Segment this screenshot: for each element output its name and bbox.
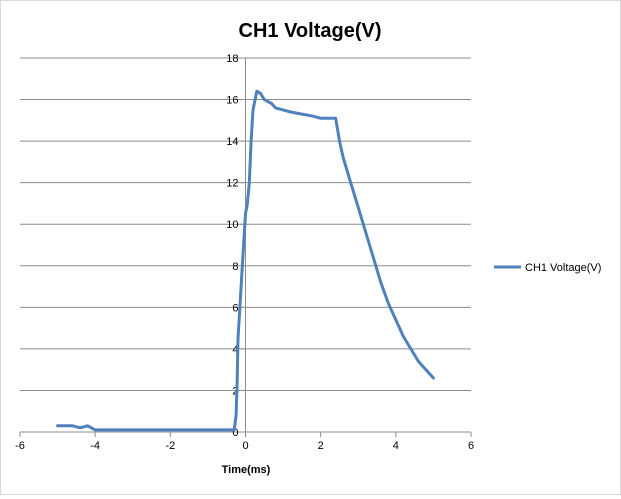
data-point	[234, 414, 238, 417]
data-point	[236, 378, 239, 382]
data-point	[364, 231, 367, 234]
legend-label: CH1 Voltage(V)	[525, 262, 601, 274]
data-point	[101, 428, 104, 432]
data-point	[236, 337, 240, 340]
x-tick-label: -2	[165, 440, 175, 452]
y-tick-label: 18	[226, 53, 238, 65]
data-point	[338, 139, 341, 143]
y-tick-label: 10	[226, 219, 238, 231]
chart-title: CH1 Voltage(V)	[239, 20, 382, 42]
data-point	[246, 202, 249, 205]
data-point	[93, 428, 97, 432]
x-tick-label: 4	[393, 440, 399, 452]
data-point	[334, 117, 337, 120]
y-tick-label: 12	[226, 178, 238, 190]
y-tick-label: 4	[232, 344, 238, 356]
data-point	[225, 428, 228, 432]
data-point	[432, 376, 435, 380]
data-point	[248, 181, 251, 184]
data-point	[281, 108, 285, 112]
data-point	[86, 424, 89, 427]
data-point	[116, 428, 119, 432]
y-tick-label: 6	[232, 302, 238, 314]
data-point	[150, 428, 153, 432]
data-point	[233, 428, 236, 432]
data-point	[240, 274, 243, 278]
x-tick-label: 0	[242, 440, 248, 452]
y-tick-label: 14	[226, 136, 238, 148]
data-point	[56, 424, 59, 427]
data-point	[379, 281, 382, 284]
data-point	[417, 360, 420, 363]
data-point	[311, 114, 315, 118]
data-point	[78, 426, 82, 430]
data-point	[270, 102, 274, 105]
y-tick-label: 0	[232, 427, 238, 439]
data-point	[244, 212, 247, 216]
data-point	[187, 428, 191, 432]
data-point	[394, 318, 398, 321]
data-point	[402, 335, 405, 338]
data-point	[131, 428, 134, 432]
data-point	[357, 206, 360, 209]
data-point	[300, 112, 304, 116]
x-tick-label: -4	[90, 440, 100, 452]
legend: CH1 Voltage(V)	[494, 262, 601, 274]
data-point	[289, 110, 292, 114]
data-point	[109, 428, 112, 432]
data-point	[387, 301, 390, 305]
x-tick-label: 6	[468, 440, 474, 452]
data-point	[263, 98, 266, 101]
data-point	[349, 181, 352, 184]
data-point	[319, 117, 322, 120]
series-layer	[56, 89, 435, 432]
data-point	[242, 243, 245, 247]
data-point	[409, 347, 413, 351]
y-tick-label: 8	[232, 261, 238, 273]
data-point	[63, 424, 67, 427]
axes	[19, 57, 472, 437]
data-point	[342, 156, 345, 159]
x-tick-label: -6	[15, 440, 25, 452]
data-point	[71, 424, 74, 427]
data-point	[372, 256, 375, 259]
data-point	[124, 428, 127, 432]
data-point	[255, 90, 258, 93]
x-tick-label: 2	[318, 440, 324, 452]
data-point	[169, 428, 172, 432]
data-point	[206, 428, 210, 432]
data-point	[259, 92, 262, 95]
x-axis-title: Time(ms)	[222, 464, 271, 476]
y-tick-label: 16	[226, 95, 238, 107]
data-point	[238, 306, 242, 309]
data-point	[274, 106, 277, 110]
data-point	[251, 108, 255, 112]
data-point	[424, 368, 428, 371]
data-point	[249, 139, 253, 143]
